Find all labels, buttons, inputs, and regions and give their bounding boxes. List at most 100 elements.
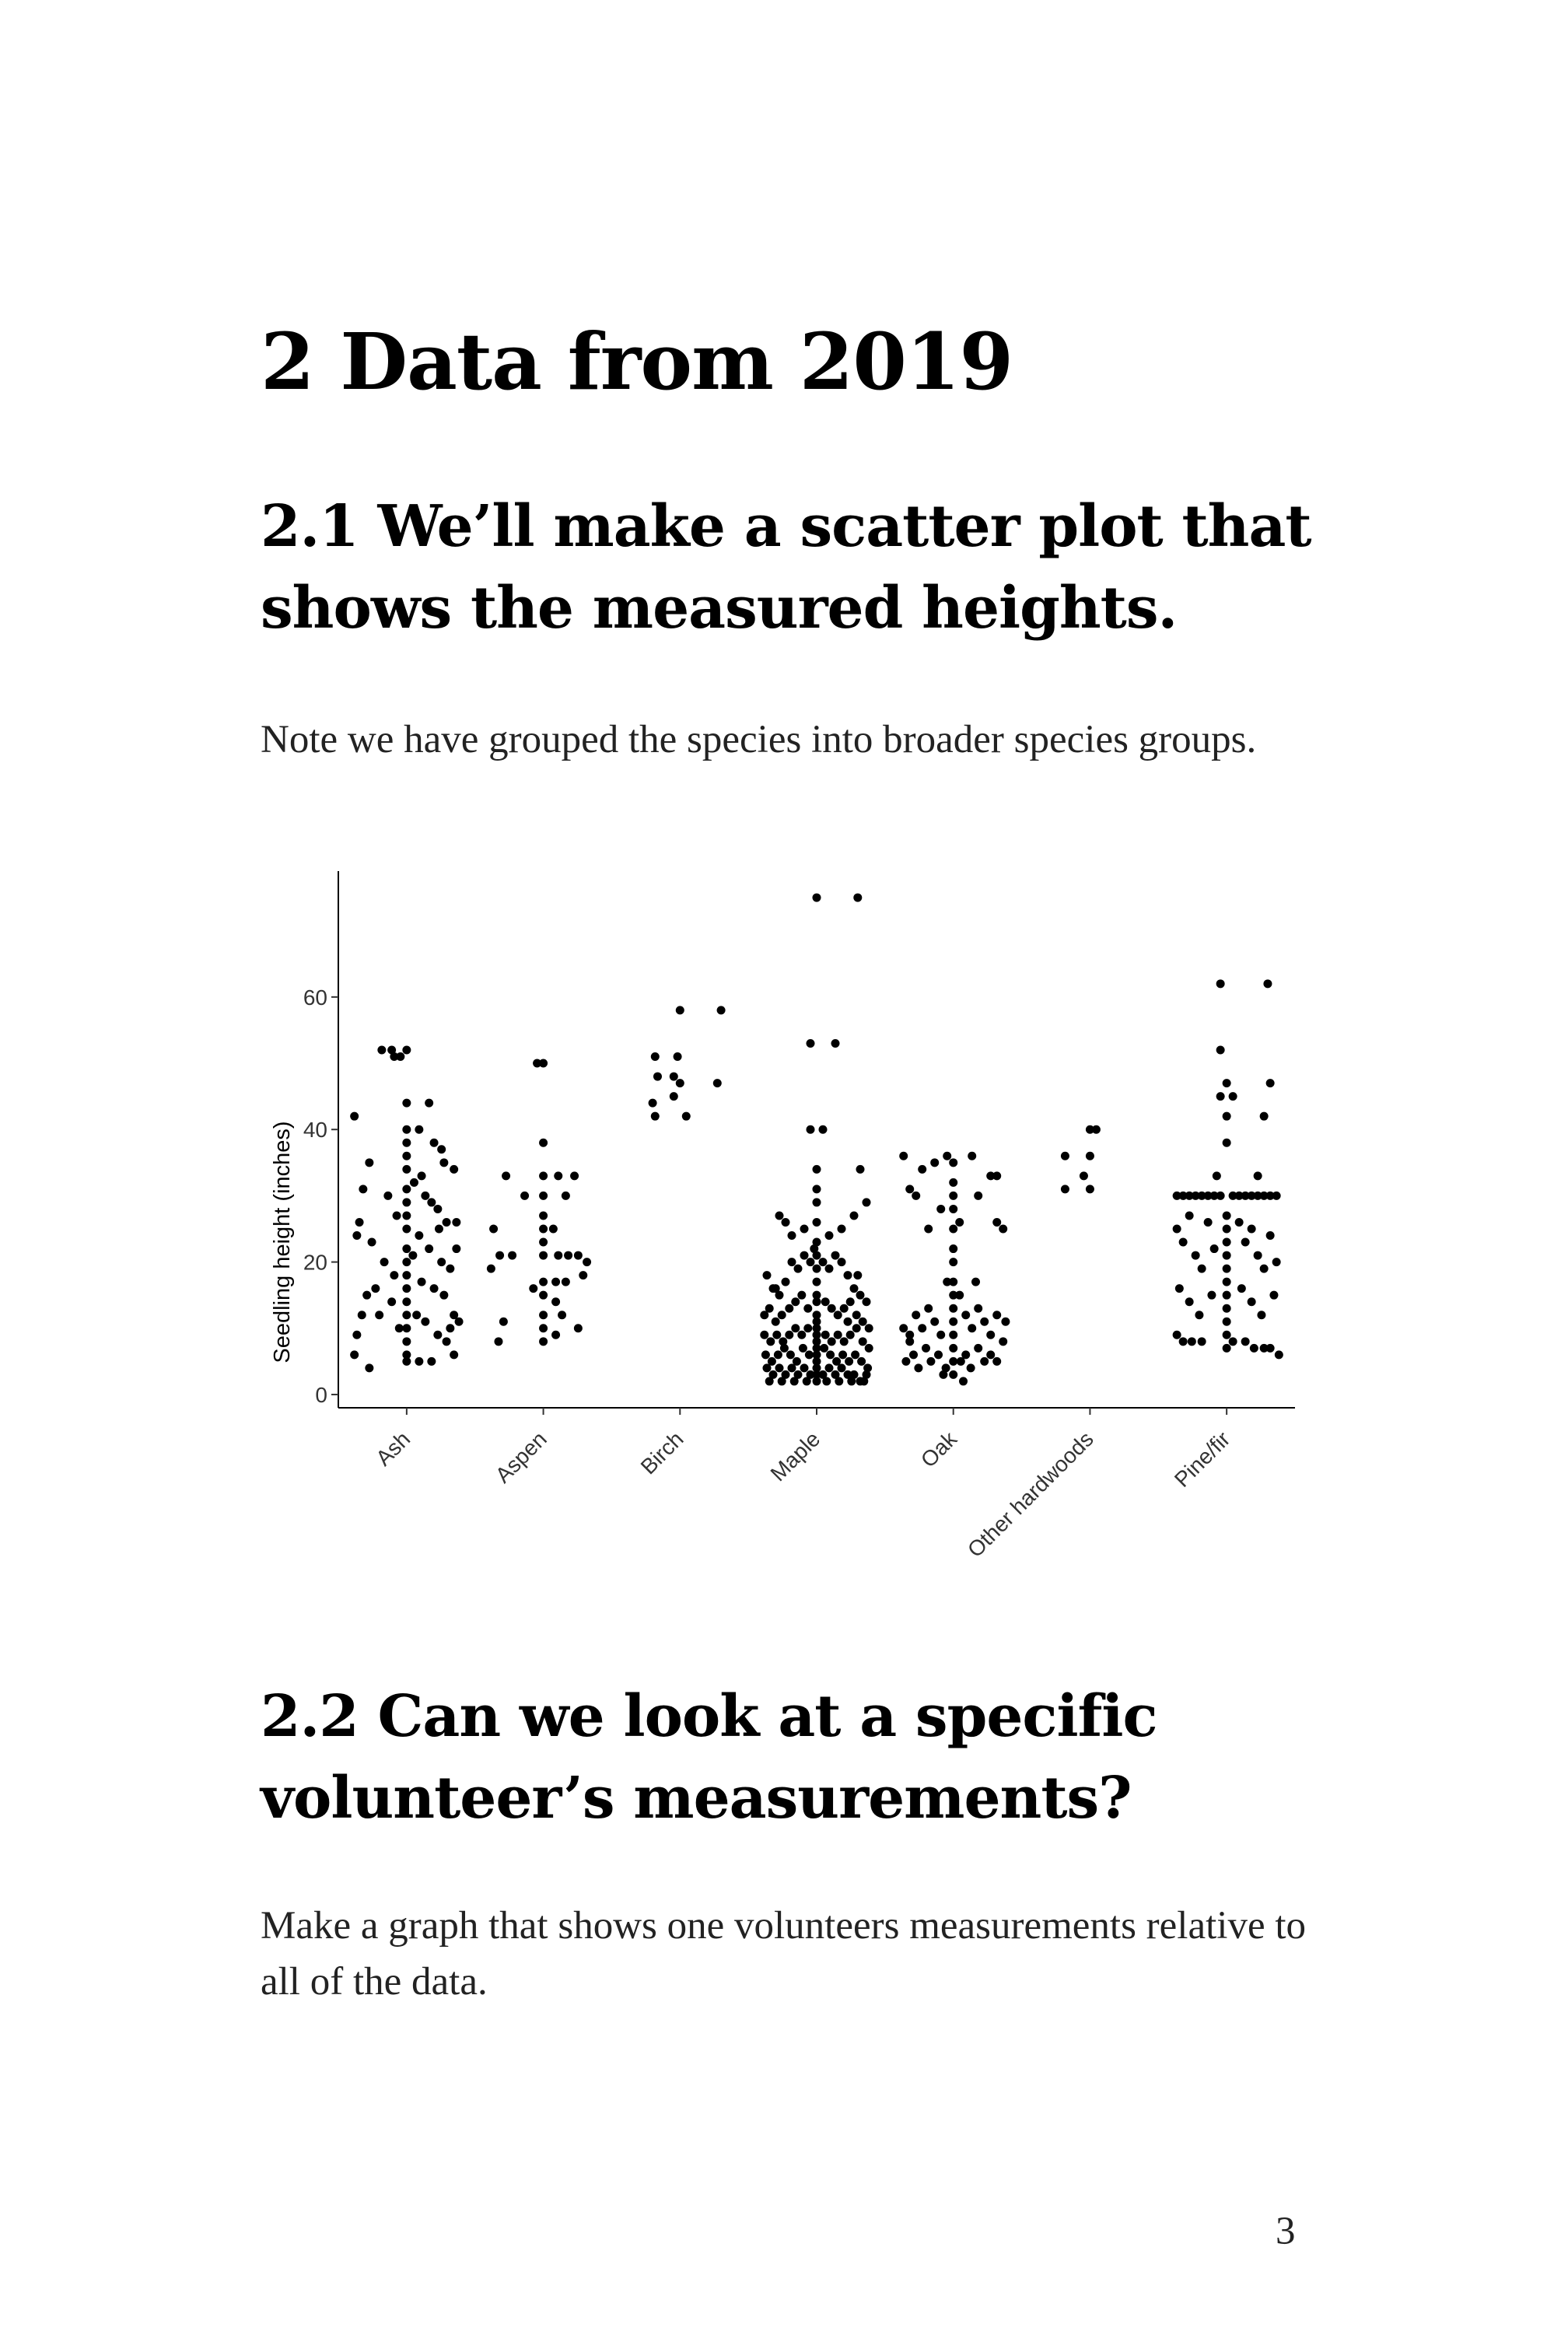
data-point [812,1363,821,1373]
data-point [650,1111,660,1121]
data-point [1228,1337,1237,1346]
data-point [768,1370,778,1379]
data-point [968,1324,977,1333]
data-point [999,1224,1008,1234]
data-point [912,1311,921,1320]
data-point [959,1377,968,1386]
data-point [800,1224,809,1234]
data-point [1259,1264,1269,1273]
data-point [852,1311,861,1320]
data-point [974,1304,983,1313]
data-point [812,1198,821,1207]
data-point [539,1290,548,1300]
data-point [402,1244,411,1254]
page-number: 3 [1276,2210,1296,2253]
data-point [402,1045,411,1055]
data-point [1085,1151,1094,1160]
data-point [918,1324,927,1333]
data-point [533,1059,542,1068]
data-point [357,1311,366,1320]
data-point [777,1311,786,1320]
data-point [924,1224,933,1234]
data-point [812,1277,821,1286]
data-point [1272,1258,1281,1267]
data-point [839,1304,849,1313]
x-tick-label: Ash [371,1426,415,1470]
data-point [1178,1191,1188,1200]
data-point [949,1178,958,1187]
data-point [838,1350,848,1360]
data-point [775,1211,784,1220]
data-point [539,1224,548,1234]
data-point [554,1251,563,1260]
data-point [1247,1224,1256,1234]
data-point [1216,1191,1225,1200]
data-point [450,1164,459,1174]
data-point [821,1330,830,1339]
data-point [402,1151,411,1160]
data-point [1253,1171,1262,1181]
data-point [539,1251,548,1260]
data-point [402,1271,411,1280]
data-point [387,1297,397,1307]
data-point [986,1171,996,1181]
data-point [392,1211,401,1220]
data-point [761,1350,770,1360]
data-point [851,1350,860,1360]
data-point [812,1185,821,1194]
data-point [486,1264,495,1273]
data-point [362,1290,372,1300]
data-point [489,1224,499,1234]
data-point [785,1330,794,1339]
data-point [1212,1171,1221,1181]
data-point [415,1231,424,1241]
data-point [352,1231,362,1241]
data-point [439,1290,449,1300]
data-point [494,1337,503,1346]
data-point [832,1356,842,1366]
data-point [914,1363,923,1373]
y-tick-label: 20 [303,1251,327,1275]
data-point [961,1311,971,1320]
data-point [812,1350,821,1360]
data-point [1216,1045,1225,1055]
data-point [402,1185,411,1194]
data-point [433,1204,443,1213]
data-point [806,1125,815,1134]
data-point [1265,1079,1275,1088]
data-point [793,1370,803,1379]
data-point [1247,1297,1256,1307]
data-point [905,1330,915,1339]
data-point [583,1258,592,1267]
data-point [1091,1125,1101,1134]
data-point [812,1330,821,1339]
data-point [1222,1317,1231,1326]
data-point [924,1304,933,1313]
data-point [561,1191,570,1200]
data-point [1263,979,1272,989]
data-point [402,1164,411,1174]
data-point [980,1317,989,1326]
data-point [554,1171,563,1181]
data-point [812,1237,821,1247]
data-point [810,1244,819,1254]
data-point [539,1211,548,1220]
data-point [797,1290,807,1300]
data-point [941,1363,950,1373]
data-point [1197,1337,1206,1346]
chart-marks [350,893,1283,1386]
data-point [812,893,821,902]
page-heading: 2 Data from 2019 [261,316,1013,408]
data-point [669,1072,678,1081]
data-point [771,1317,780,1326]
data-point [425,1244,434,1254]
data-point [499,1317,508,1326]
data-point [402,1350,411,1360]
data-point [495,1251,505,1260]
data-point [949,1330,958,1339]
data-point [864,1343,873,1353]
x-tick-label: Oak [916,1426,962,1472]
data-point [417,1171,426,1181]
data-point [986,1330,996,1339]
data-point [949,1258,958,1267]
